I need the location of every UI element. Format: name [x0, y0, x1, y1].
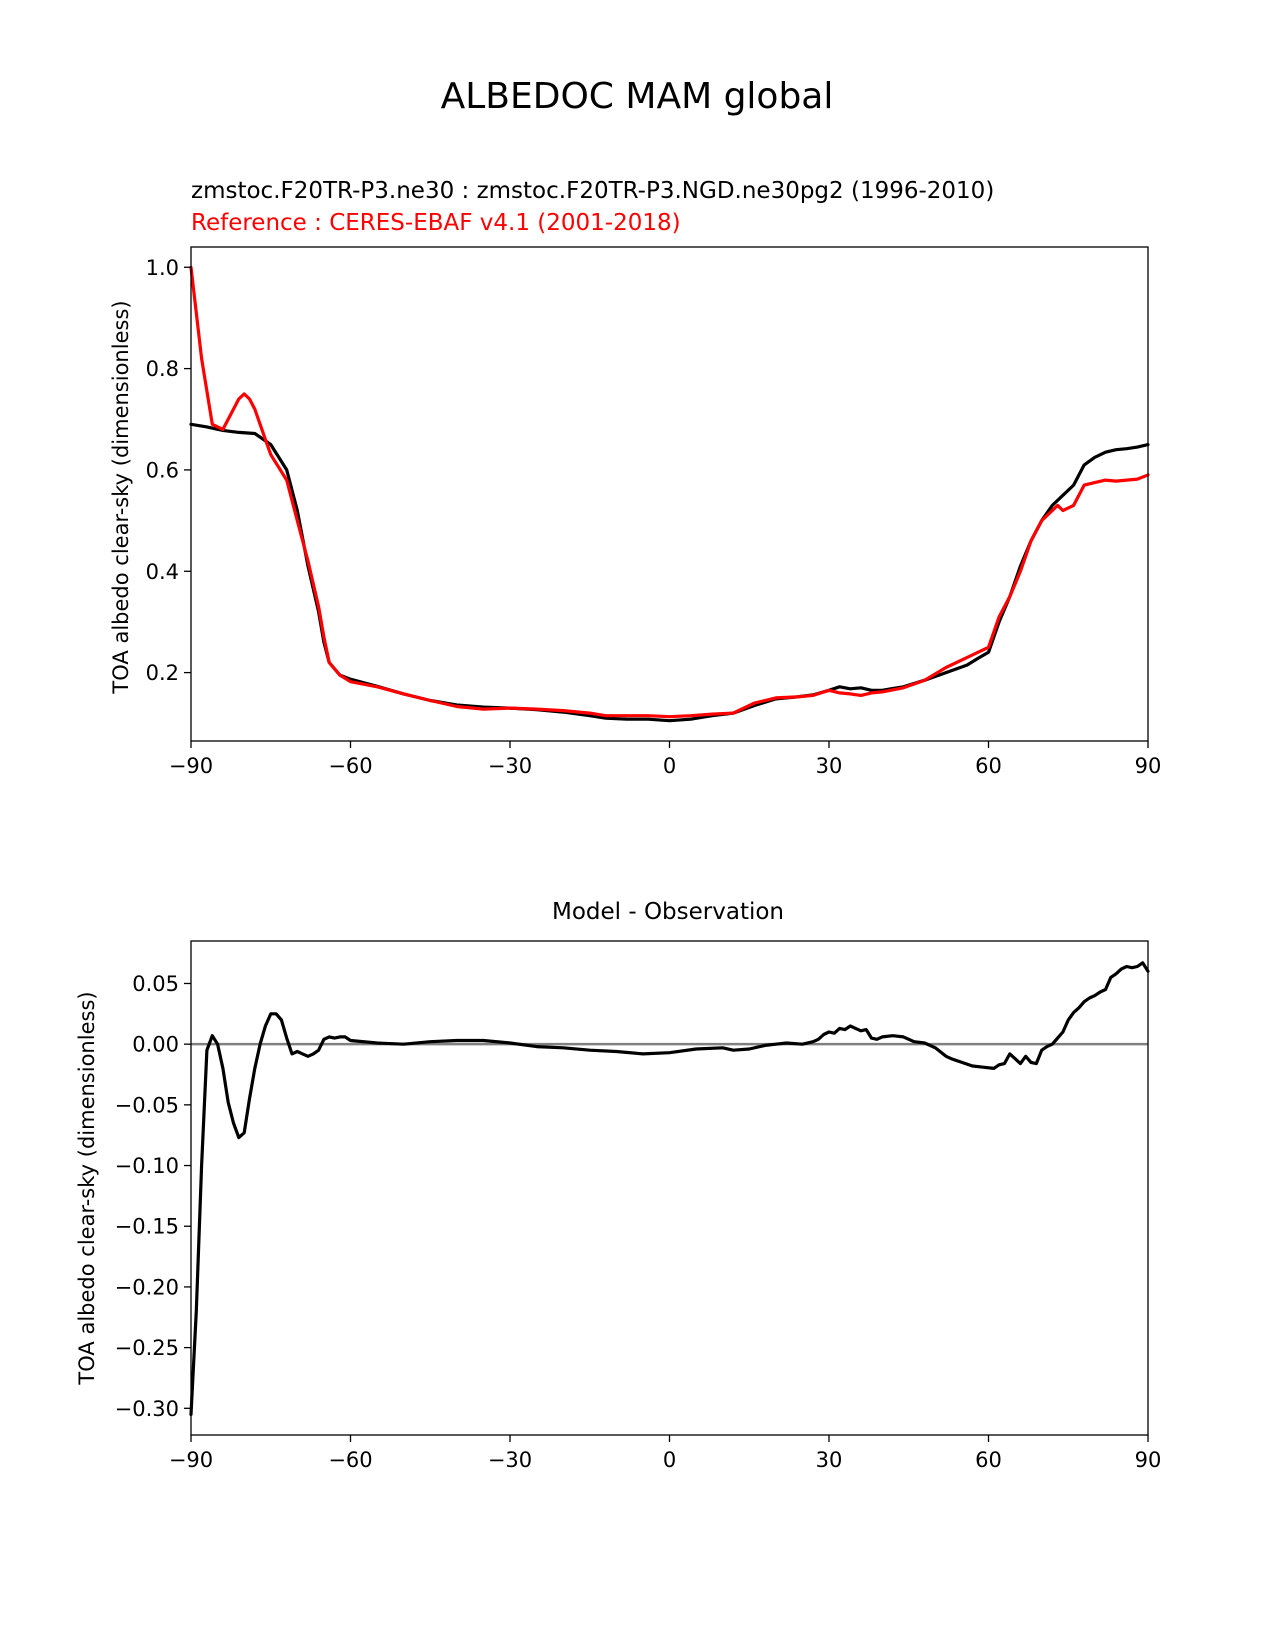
bottom-ytick-label: −0.30	[115, 1397, 179, 1421]
bottom-xtick-label: 60	[975, 1448, 1002, 1472]
top-ytick-label: 0.8	[146, 357, 179, 381]
bottom-ytick-label: −0.25	[115, 1336, 179, 1360]
top-xtick-label: 60	[975, 754, 1002, 778]
top-panel-test-title: zmstoc.F20TR-P3.ne30 : zmstoc.F20TR-P3.N…	[191, 178, 994, 204]
top-series-line-1	[189, 265, 1150, 719]
bottom-ytick-label: 0.05	[132, 972, 179, 996]
top-ytick-label: 0.4	[146, 560, 179, 584]
top-ytick-label: 0.2	[146, 661, 179, 685]
top-xtick-label: −30	[488, 754, 532, 778]
top-plot-area: −90 −60 −30 0 30 60 90 0.2 0.4 0.6 0.8 1.0	[146, 246, 1162, 778]
bottom-panel-ylabel: TOA albedo clear-sky (dimensionless)	[75, 991, 99, 1385]
top-xtick-label: 30	[816, 754, 843, 778]
top-panel-reference-title: Reference : CERES-EBAF v4.1 (2001-2018)	[191, 210, 681, 236]
bottom-series-line-0	[189, 961, 1150, 1417]
bottom-xtick-label: −60	[328, 1448, 372, 1472]
top-xtick-label: −60	[328, 754, 372, 778]
top-xtick-label: 90	[1135, 754, 1162, 778]
top-panel-ylabel: TOA albedo clear-sky (dimensionless)	[109, 300, 133, 694]
bottom-xtick-label: 90	[1135, 1448, 1162, 1472]
bottom-ytick-label: −0.20	[115, 1275, 179, 1299]
figure-suptitle: ALBEDOC MAM global	[441, 76, 834, 117]
bottom-ytick-label: 0.00	[132, 1033, 179, 1057]
top-xtick-label: 0	[663, 754, 676, 778]
top-xtick-label: −90	[169, 754, 213, 778]
bottom-panel-title: Model - Observation	[552, 899, 784, 925]
bottom-plot-area: −90 −60 −30 0 30 60 90 −0.30 −0.25 −0.20 −0.15 −0.1…	[115, 940, 1162, 1472]
top-ytick-label: 0.6	[146, 458, 179, 482]
bottom-xtick-label: 30	[816, 1448, 843, 1472]
bottom-xtick-label: −30	[488, 1448, 532, 1472]
bottom-xtick-label: −90	[169, 1448, 213, 1472]
top-panel: zmstoc.F20TR-P3.ne30 : zmstoc.F20TR-P3.N…	[109, 178, 1161, 778]
top-ytick-label: 1.0	[146, 256, 179, 280]
bottom-xtick-label: 0	[663, 1448, 676, 1472]
bottom-panel: Model - Observation TOA albedo clear-sky…	[75, 899, 1161, 1472]
bottom-ytick-label: −0.05	[115, 1093, 179, 1117]
bottom-ytick-label: −0.10	[115, 1154, 179, 1178]
bottom-ytick-label: −0.15	[115, 1215, 179, 1239]
